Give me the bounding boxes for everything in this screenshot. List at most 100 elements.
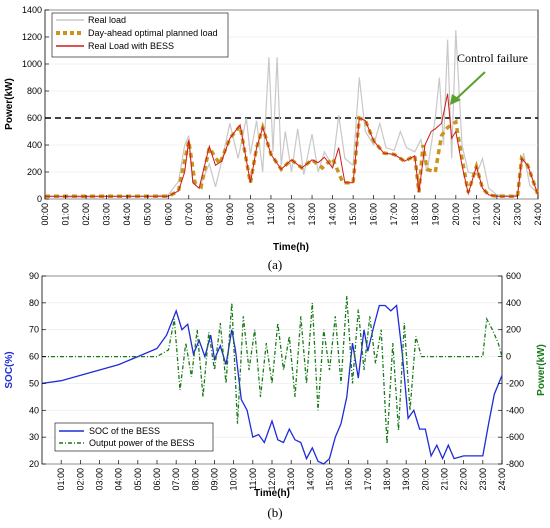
legend-b: SOC of the BESS Output power of the BESS xyxy=(54,422,214,452)
y-tick-label-b-30: 30 xyxy=(29,432,39,442)
x-tick-label-a-4: 04:00 xyxy=(122,203,132,226)
y-tick-label-b-70: 70 xyxy=(29,325,39,335)
y-tick-label-a-1400: 1400 xyxy=(22,5,42,15)
x-tick-label-a-2: 02:00 xyxy=(81,203,91,226)
y-axis-label-b-right: Power(kW) xyxy=(536,344,547,396)
x-tick-label-a-22: 22:00 xyxy=(492,203,502,226)
x-tick-label-b-3: 04:00 xyxy=(114,468,124,491)
y-tick-label-a-1000: 1000 xyxy=(22,59,42,69)
x-tick-label-b-15: 16:00 xyxy=(344,468,354,491)
x-ticks-a: 00:00 01:00 02:00 03:00 04:00 05:00 06:00 07:00… xyxy=(40,195,543,226)
x-tick-label-a-24: 24:00 xyxy=(533,203,543,226)
y-ticks-b-left: 20 30 40 50 60 70 80 90 xyxy=(29,271,46,469)
x-tick-label-b-12: 13:00 xyxy=(286,468,296,491)
x-tick-label-a-3: 03:00 xyxy=(102,203,112,226)
y-tick-label-b-20: 20 xyxy=(29,459,39,469)
x-tick-label-a-9: 09:00 xyxy=(225,203,235,226)
y-tick-label-a-400: 400 xyxy=(27,140,42,150)
x-tick-label-b-13: 14:00 xyxy=(305,468,315,491)
x-tick-label-a-23: 23:00 xyxy=(512,203,522,226)
legend-label-real-load-bess: Real Load with BESS xyxy=(88,41,174,51)
y-ticks-a: 0 200 400 600 800 1000 1200 1400 xyxy=(22,5,49,204)
x-tick-label-b-16: 17:00 xyxy=(363,468,373,491)
y2-tick-label-b--600: -600 xyxy=(506,432,524,442)
x-tick-label-a-6: 06:00 xyxy=(163,203,173,226)
legend-a: Real load Day-ahead optimal planned load… xyxy=(51,12,229,58)
series-line-b-soc-of-the-bess xyxy=(41,304,503,465)
annotation-arrow xyxy=(450,71,486,105)
y2-tick-label-b-400: 400 xyxy=(506,298,521,308)
x-tick-label-b-22: 23:00 xyxy=(478,468,488,491)
y2-tick-label-b--800: -800 xyxy=(506,459,524,469)
x-tick-label-b-20: 21:00 xyxy=(440,468,450,491)
x-tick-label-b-21: 22:00 xyxy=(459,468,469,491)
annotation-control-failure: Control failure xyxy=(457,51,528,65)
series-group-a xyxy=(44,30,540,199)
y-tick-label-a-1200: 1200 xyxy=(22,32,42,42)
y2-tick-label-b-0: 0 xyxy=(506,352,511,362)
y2-tick-label-b-200: 200 xyxy=(506,325,521,335)
y-tick-label-b-90: 90 xyxy=(29,271,39,281)
x-tick-label-b-9: 10:00 xyxy=(229,468,239,491)
x-tick-label-b-23: 24:00 xyxy=(497,468,507,491)
x-tick-label-b-2: 03:00 xyxy=(95,468,105,491)
x-tick-label-b-10: 11:00 xyxy=(248,468,258,490)
legend-label-soc: SOC of the BESS xyxy=(89,426,160,436)
series-group-b xyxy=(41,296,503,465)
y-tick-label-b-50: 50 xyxy=(29,378,39,388)
legend-label-output-power: Output power of the BESS xyxy=(89,438,195,448)
x-tick-label-b-18: 19:00 xyxy=(401,468,411,491)
x-axis-label-b: Time(h) xyxy=(254,488,290,499)
y-tick-label-a-600: 600 xyxy=(27,113,42,123)
panel-label-a: (a) xyxy=(268,257,282,272)
y-tick-label-a-0: 0 xyxy=(37,194,42,204)
x-tick-label-a-17: 17:00 xyxy=(389,203,399,226)
y-tick-label-a-200: 200 xyxy=(27,167,42,177)
x-axis-label-a: Time(h) xyxy=(273,242,309,253)
x-tick-label-a-7: 07:00 xyxy=(184,203,194,226)
x-tick-label-a-21: 21:00 xyxy=(471,203,481,226)
x-tick-label-a-16: 16:00 xyxy=(369,203,379,226)
x-tick-label-b-17: 18:00 xyxy=(382,468,392,491)
legend-label-real-load: Real load xyxy=(88,15,126,25)
y2-tick-label-b--400: -400 xyxy=(506,405,524,415)
legend-box-b xyxy=(54,422,214,452)
x-tick-label-b-5: 06:00 xyxy=(152,468,162,491)
x-tick-label-b-7: 08:00 xyxy=(190,468,200,491)
x-tick-label-b-6: 07:00 xyxy=(171,468,181,491)
x-tick-label-a-11: 11:00 xyxy=(266,203,276,225)
x-tick-label-a-8: 08:00 xyxy=(204,203,214,226)
x-tick-label-b-19: 20:00 xyxy=(420,468,430,491)
x-tick-label-a-14: 14:00 xyxy=(328,203,338,226)
y-tick-label-b-60: 60 xyxy=(29,352,39,362)
series-line-a-real-load-with-bess xyxy=(45,93,539,197)
y-axis-label-a: Power(kW) xyxy=(4,78,15,130)
x-tick-label-a-15: 15:00 xyxy=(348,203,358,226)
x-tick-label-b-11: 12:00 xyxy=(267,468,277,491)
chart-panel-b: 20 30 40 50 60 70 80 90 -800 -600 -400 -200 0 200 400… xyxy=(4,271,547,520)
y2-tick-label-b--200: -200 xyxy=(506,378,524,388)
y-tick-label-b-40: 40 xyxy=(29,405,39,415)
x-tick-label-a-13: 13:00 xyxy=(307,203,317,226)
x-tick-label-b-0: 01:00 xyxy=(56,468,66,491)
y-tick-label-b-80: 80 xyxy=(29,298,39,308)
legend-label-day-ahead: Day-ahead optimal planned load xyxy=(88,28,218,38)
y-tick-label-a-800: 800 xyxy=(27,86,42,96)
x-tick-label-a-20: 20:00 xyxy=(451,203,461,226)
x-tick-label-b-1: 02:00 xyxy=(75,468,85,491)
x-tick-label-b-4: 05:00 xyxy=(133,468,143,491)
x-tick-label-a-0: 00:00 xyxy=(40,203,50,226)
x-tick-label-b-14: 15:00 xyxy=(325,468,335,491)
panel-label-b: (b) xyxy=(267,505,282,520)
x-tick-label-a-19: 19:00 xyxy=(430,203,440,226)
x-tick-label-a-10: 10:00 xyxy=(245,203,255,226)
x-tick-label-a-18: 18:00 xyxy=(410,203,420,226)
x-tick-label-b-8: 09:00 xyxy=(210,468,220,491)
y-ticks-b-right: -800 -600 -400 -200 0 200 400 600 xyxy=(498,271,524,469)
y2-tick-label-b-600: 600 xyxy=(506,271,521,281)
x-tick-label-a-1: 01:00 xyxy=(61,203,71,226)
x-ticks-b: 01:00 02:00 03:00 04:00 05:00 06:00 07:00 08:00… xyxy=(56,460,507,491)
y-axis-label-b-left: SOC(%) xyxy=(4,351,15,388)
